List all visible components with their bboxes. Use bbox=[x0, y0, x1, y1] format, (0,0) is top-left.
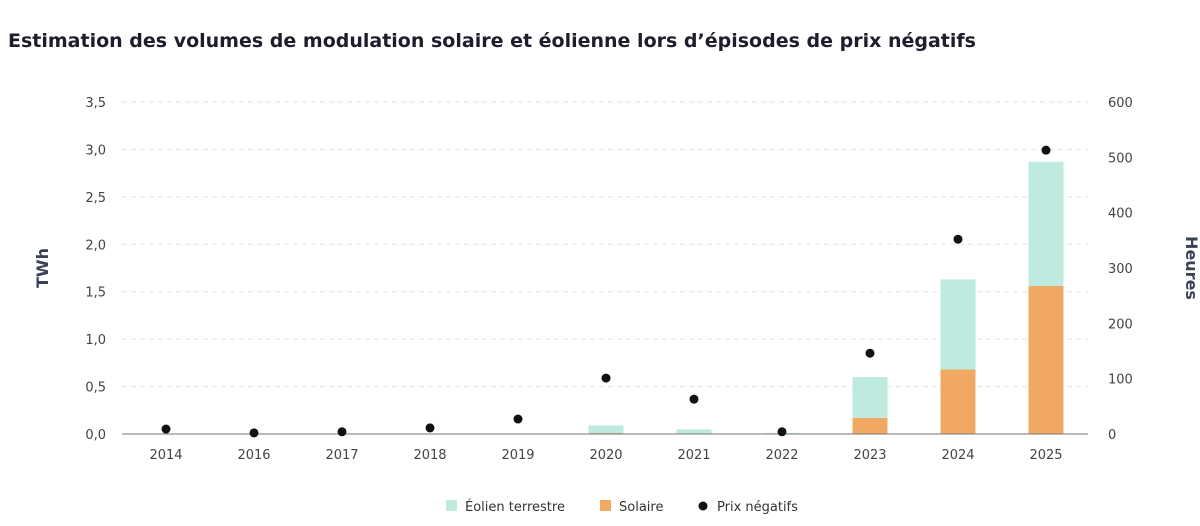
y2-tick-label: 500 bbox=[1108, 151, 1133, 166]
point-prix-negatifs bbox=[513, 414, 523, 424]
point-prix-negatifs bbox=[249, 428, 259, 438]
point-prix-negatifs bbox=[601, 373, 611, 383]
bar-solaire bbox=[852, 417, 888, 434]
y-axis-label: TWh bbox=[33, 248, 52, 288]
legend-swatch[interactable] bbox=[446, 500, 457, 511]
point-prix-negatifs bbox=[777, 427, 787, 437]
y-tick-label: 1,5 bbox=[85, 286, 106, 301]
bar-eolien bbox=[940, 279, 976, 370]
x-tick-label: 2014 bbox=[149, 448, 182, 463]
y-tick-label: 1,0 bbox=[85, 333, 106, 348]
x-tick-label: 2025 bbox=[1029, 448, 1062, 463]
y2-axis-label: Heures bbox=[1182, 236, 1200, 300]
y2-tick-label: 400 bbox=[1108, 207, 1133, 222]
point-prix-negatifs bbox=[1041, 145, 1051, 155]
bar-eolien bbox=[1028, 161, 1064, 287]
y2-tick-label: 100 bbox=[1108, 373, 1133, 388]
x-tick-label: 2021 bbox=[677, 448, 710, 463]
y-tick-label: 0,0 bbox=[85, 428, 106, 443]
legend-label[interactable]: Prix négatifs bbox=[717, 500, 798, 515]
legend-swatch[interactable] bbox=[698, 501, 708, 511]
y-tick-label: 3,5 bbox=[85, 96, 106, 111]
legend-swatch[interactable] bbox=[600, 500, 611, 511]
y2-tick-label: 600 bbox=[1108, 96, 1133, 111]
y2-tick-label: 300 bbox=[1108, 262, 1133, 277]
x-tick-label: 2022 bbox=[765, 448, 798, 463]
point-prix-negatifs bbox=[161, 424, 171, 434]
y-tick-label: 0,5 bbox=[85, 381, 106, 396]
x-tick-label: 2024 bbox=[941, 448, 974, 463]
y2-tick-label: 0 bbox=[1108, 428, 1116, 443]
x-tick-label: 2017 bbox=[325, 448, 358, 463]
chart-title: Estimation des volumes de modulation sol… bbox=[8, 30, 976, 52]
bar-eolien bbox=[852, 377, 888, 418]
bar-eolien bbox=[588, 425, 624, 434]
point-prix-negatifs bbox=[865, 348, 875, 358]
point-prix-negatifs bbox=[337, 427, 347, 437]
point-prix-negatifs bbox=[953, 234, 963, 244]
y-tick-label: 3,0 bbox=[85, 143, 106, 158]
x-tick-label: 2018 bbox=[413, 448, 446, 463]
bar-eolien bbox=[676, 429, 712, 434]
y-tick-label: 2,0 bbox=[85, 238, 106, 253]
x-tick-label: 2020 bbox=[589, 448, 622, 463]
legend-label[interactable]: Éolien terrestre bbox=[465, 499, 565, 515]
bar-solaire bbox=[1028, 286, 1064, 434]
y2-tick-label: 200 bbox=[1108, 317, 1133, 332]
point-prix-negatifs bbox=[425, 423, 435, 433]
legend-label[interactable]: Solaire bbox=[619, 500, 663, 515]
point-prix-negatifs bbox=[689, 394, 699, 404]
x-tick-label: 2019 bbox=[501, 448, 534, 463]
y-tick-label: 2,5 bbox=[85, 191, 106, 206]
x-tick-label: 2023 bbox=[853, 448, 886, 463]
bar-solaire bbox=[940, 369, 976, 434]
x-tick-label: 2016 bbox=[237, 448, 270, 463]
